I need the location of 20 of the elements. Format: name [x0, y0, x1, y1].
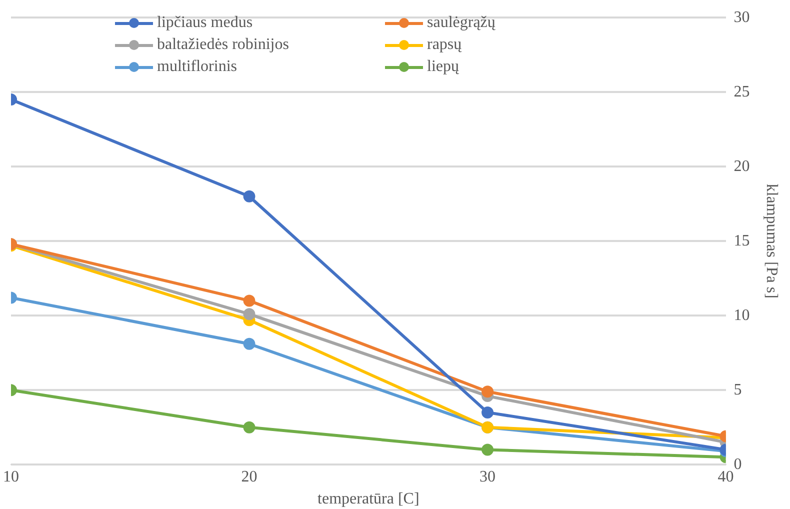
y-axis-title: klampumas [Pa s]: [763, 184, 780, 298]
y-tick-label: 15: [734, 232, 750, 250]
x-axis-title: temperatūra [C]: [318, 490, 420, 508]
x-tick-label: 40: [718, 468, 734, 486]
y-tick-label: 30: [734, 8, 750, 26]
y-tick-label: 10: [734, 306, 750, 324]
legend-label: multiflorinis: [157, 58, 237, 76]
x-tick-label: 20: [241, 468, 258, 486]
y-tick-label: 25: [734, 83, 750, 100]
legend-label: baltažiedės robinijos: [157, 36, 289, 54]
point: [243, 308, 256, 320]
y-tick-label: 20: [734, 158, 750, 175]
y-tick-label: 0: [734, 456, 742, 473]
legend-label: lipčiaus medus: [157, 14, 253, 32]
x-tick-label: 10: [3, 468, 19, 486]
x-tick-label: 30: [480, 468, 496, 486]
legend-label: saulėgrąžų: [427, 14, 496, 32]
y-tick-label: 5: [734, 381, 742, 398]
legend-label: rapsų: [427, 36, 462, 54]
legend-label: liepų: [427, 58, 459, 76]
